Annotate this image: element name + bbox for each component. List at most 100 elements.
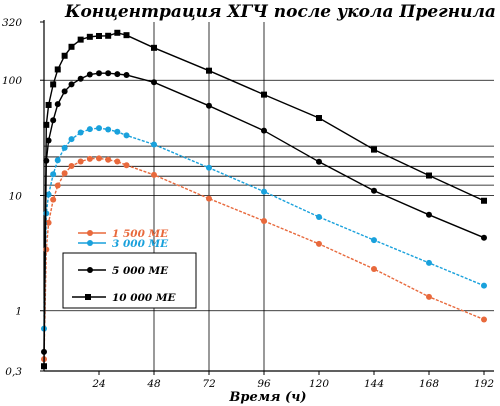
data-point: [481, 282, 487, 289]
data-point: [41, 363, 47, 370]
data-point: [151, 171, 157, 178]
legend-marker: [87, 230, 93, 236]
data-point: [206, 195, 212, 202]
y-tick-label: 1: [15, 306, 22, 318]
legend-label: 5 000 МЕ: [112, 265, 169, 277]
data-point: [114, 158, 121, 165]
x-tick-label: 144: [364, 378, 384, 390]
data-point: [54, 182, 61, 189]
data-point: [151, 141, 157, 148]
data-point: [43, 121, 50, 128]
data-point: [371, 187, 377, 194]
data-point: [50, 81, 57, 88]
data-point: [151, 44, 157, 51]
data-point: [105, 32, 112, 39]
x-tick-label: 192: [474, 378, 494, 390]
data-point: [481, 316, 487, 323]
x-tick-label: 120: [309, 378, 329, 390]
data-point: [86, 33, 93, 40]
data-point: [68, 81, 75, 88]
data-point: [123, 162, 130, 169]
y-tick-label: 0,3: [5, 366, 22, 378]
chart-title: Концентрация ХГЧ после укола Прегнила: [64, 2, 496, 22]
axes: 0,3 1 10 100 320 24 48 72 96 120 144 168 192: [2, 17, 494, 390]
data-point: [54, 101, 61, 108]
data-point: [151, 79, 157, 86]
data-point: [316, 240, 322, 247]
data-point: [123, 132, 130, 139]
data-point: [68, 136, 75, 143]
data-point: [68, 43, 75, 50]
data-point: [371, 237, 377, 244]
data-point: [86, 155, 93, 162]
data-point: [86, 71, 93, 78]
data-point: [261, 127, 267, 134]
data-point: [50, 171, 57, 178]
y-tick-label: 320: [2, 17, 22, 29]
grid-lines: [44, 22, 494, 371]
legend-marker: [87, 267, 93, 273]
data-point: [261, 91, 267, 98]
data-point: [54, 157, 61, 164]
data-point: [206, 164, 212, 171]
data-point: [114, 71, 121, 78]
data-point: [105, 126, 112, 133]
data-point: [261, 188, 267, 195]
x-tick-label: 96: [257, 378, 271, 390]
data-point: [371, 266, 377, 273]
data-point: [61, 52, 68, 59]
legend-label: 10 000 МЕ: [112, 292, 176, 304]
y-tick-label: 100: [2, 75, 22, 87]
data-point: [61, 170, 68, 177]
legend-label: 1 500 МЕ: [112, 228, 169, 240]
data-point: [61, 88, 68, 95]
data-point: [114, 128, 121, 135]
data-point: [96, 32, 102, 39]
data-point: [316, 115, 322, 122]
data-point: [481, 197, 487, 204]
data-point: [206, 102, 212, 109]
data-point: [316, 158, 322, 165]
data-point: [123, 32, 130, 39]
data-point: [261, 218, 267, 225]
x-tick-label: 48: [146, 378, 161, 390]
data-point: [426, 293, 432, 300]
data-point: [45, 101, 52, 108]
data-point: [105, 70, 112, 77]
data-point: [45, 219, 52, 226]
data-point: [316, 214, 322, 221]
legend-label: 3 000 МЕ: [112, 238, 169, 250]
legend: 1 500 МЕ3 000 МЕ 5 000 МЕ 10 000 МЕ: [62, 228, 197, 309]
data-point: [61, 144, 68, 151]
legend-marker: [87, 240, 93, 246]
x-tick-label: 168: [419, 378, 439, 390]
data-point: [426, 211, 432, 218]
data-point: [96, 155, 102, 162]
x-tick-label: 72: [202, 378, 216, 390]
data-point: [54, 66, 61, 73]
data-point: [77, 158, 84, 165]
data-point: [96, 125, 102, 132]
data-point: [77, 129, 84, 136]
data-point: [50, 196, 57, 203]
data-point: [105, 156, 112, 163]
data-point: [114, 29, 121, 36]
x-axis-label: Время (ч): [228, 390, 306, 405]
data-point: [86, 126, 93, 133]
series-lines: [41, 29, 487, 370]
data-point: [77, 36, 84, 43]
data-point: [481, 234, 487, 241]
data-point: [68, 163, 75, 170]
data-point: [426, 172, 432, 179]
data-point: [206, 67, 212, 74]
x-tick-label: 24: [91, 378, 105, 390]
data-point: [50, 117, 57, 124]
data-point: [426, 259, 432, 266]
y-tick-label: 10: [9, 190, 23, 202]
data-point: [77, 75, 84, 82]
legend-marker: [85, 294, 91, 300]
data-point: [371, 146, 377, 153]
data-point: [96, 70, 102, 77]
data-point: [45, 137, 52, 144]
